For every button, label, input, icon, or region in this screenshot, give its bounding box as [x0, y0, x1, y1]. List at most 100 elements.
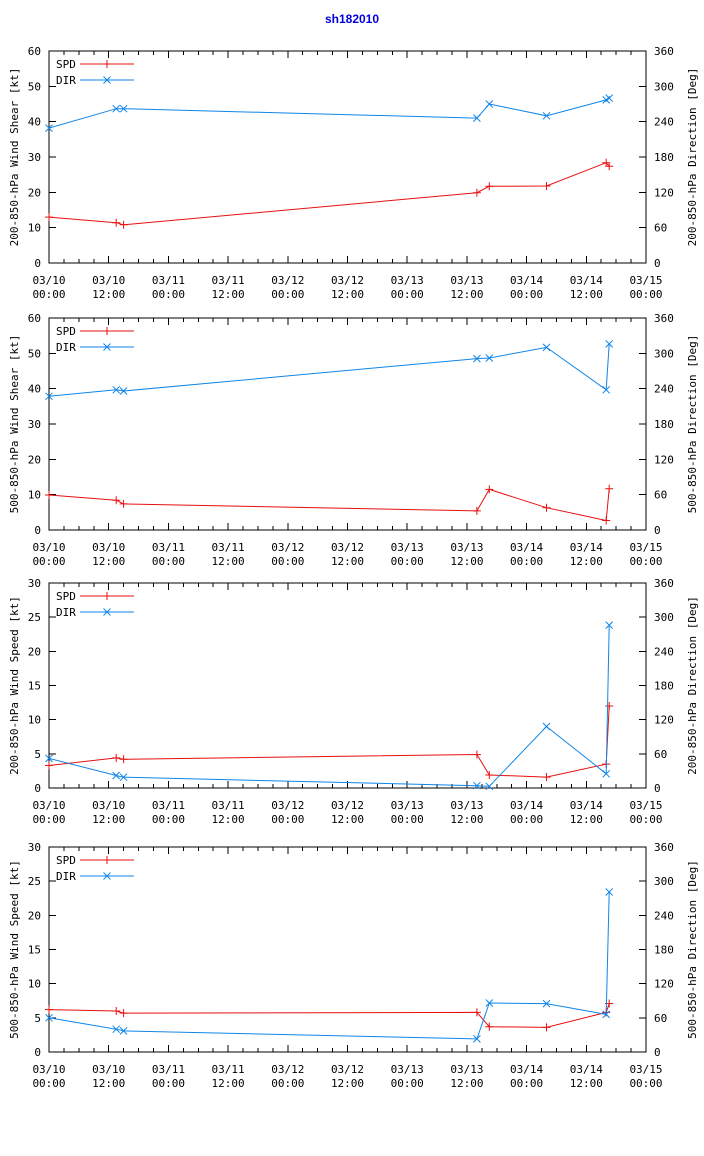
y-axis-label-right: 500-850-hPa Direction [Deg] [686, 335, 699, 514]
series-line-spd [48, 1003, 610, 1028]
series-line-dir [48, 343, 610, 397]
legend-sample-dir [80, 343, 134, 351]
legend-label-dir: DIR [56, 870, 76, 883]
y-left-tick-label: 30 [28, 151, 41, 164]
chart-200-850-hPa-wind-speed: 03/1000:0003/1012:0003/1100:0003/1112:00… [8, 577, 699, 826]
x-tick-label-date: 03/14 [570, 541, 603, 554]
x-tick-label-date: 03/14 [510, 274, 543, 287]
y-left-tick-label: 10 [28, 714, 41, 727]
legend-marker [103, 76, 111, 84]
y-left-tick-label: 40 [28, 116, 41, 129]
x-tick-label-date: 03/13 [450, 274, 483, 287]
x-tick-label-date: 03/15 [629, 1063, 662, 1076]
y-axis-ticks [49, 846, 646, 1053]
legend-label-spd: SPD [56, 325, 76, 338]
legend-label-dir: DIR [56, 74, 76, 87]
x-tick-label-date: 03/10 [32, 541, 65, 554]
y-left-tick-label: 10 [28, 978, 41, 991]
x-tick-label-date: 03/15 [629, 799, 662, 812]
y-right-tick-label: 0 [654, 782, 661, 795]
plot-border [48, 50, 647, 264]
x-tick-label-date: 03/11 [212, 1063, 245, 1076]
x-tick-label-time: 00:00 [271, 555, 304, 568]
chart-500-850-hPa-wind-shear: 03/1000:0003/1012:0003/1100:0003/1112:00… [8, 312, 699, 568]
x-tick-label-time: 00:00 [391, 555, 424, 568]
series-line-spd [48, 488, 610, 522]
x-axis-ticks [48, 583, 647, 788]
y-left-tick-label: 0 [34, 782, 41, 795]
y-right-tick-label: 360 [654, 45, 674, 58]
y-axis-ticks [49, 582, 646, 789]
x-tick-label-time: 12:00 [570, 813, 603, 826]
x-tick-label-date: 03/13 [450, 799, 483, 812]
y-tick-labels: 0 10 20 30 40 50 60 0 60 120 180 240 300 360 [28, 312, 674, 537]
x-tick-label-time: 12:00 [450, 288, 483, 301]
x-tick-label-time: 12:00 [331, 555, 364, 568]
x-tick-label-date: 03/13 [391, 274, 424, 287]
x-tick-label-time: 12:00 [92, 1077, 125, 1090]
x-tick-label-time: 00:00 [629, 288, 662, 301]
plot-title: sh182010 [324, 12, 380, 26]
y-right-tick-label: 240 [654, 909, 674, 922]
plot-border [48, 582, 647, 789]
legend-label-dir: DIR [56, 341, 76, 354]
legend: SPD DIR [56, 325, 134, 354]
data-point-markers-dir [45, 340, 614, 401]
x-tick-label-date: 03/12 [331, 799, 364, 812]
x-tick-label-time: 00:00 [271, 1077, 304, 1090]
y-right-tick-label: 300 [654, 875, 674, 888]
x-tick-label-time: 12:00 [331, 1077, 364, 1090]
x-tick-label-date: 03/12 [331, 541, 364, 554]
series-dir [45, 888, 614, 1043]
y-left-tick-label: 15 [28, 944, 41, 957]
x-tick-label-date: 03/10 [32, 274, 65, 287]
legend-marker [103, 60, 111, 68]
y-left-tick-label: 5 [34, 1012, 41, 1025]
x-tick-label-time: 12:00 [212, 288, 245, 301]
y-left-tick-label: 50 [28, 80, 41, 93]
y-right-tick-label: 240 [654, 645, 674, 658]
series-dir [45, 340, 614, 401]
x-tick-label-date: 03/10 [32, 1063, 65, 1076]
x-tick-label-time: 00:00 [152, 813, 185, 826]
y-right-tick-label: 120 [654, 714, 674, 727]
x-tick-label-date: 03/11 [152, 541, 185, 554]
series-line-dir [48, 625, 610, 787]
x-tick-label-time: 12:00 [331, 813, 364, 826]
y-left-tick-label: 25 [28, 611, 41, 624]
legend-sample-spd [80, 60, 134, 68]
y-left-tick-label: 0 [34, 257, 41, 270]
legend-sample-dir [80, 76, 134, 84]
legend-label-dir: DIR [56, 606, 76, 619]
x-tick-label-time: 00:00 [152, 288, 185, 301]
x-tick-label-date: 03/14 [510, 1063, 543, 1076]
x-tick-label-date: 03/13 [391, 799, 424, 812]
x-tick-label-date: 03/10 [92, 274, 125, 287]
x-tick-label-time: 00:00 [32, 813, 65, 826]
x-tick-label-time: 00:00 [629, 555, 662, 568]
data-point-markers-spd [45, 702, 614, 782]
legend-marker [103, 343, 111, 351]
y-axis-label-right: 200-850-hPa Direction [Deg] [686, 596, 699, 775]
x-tick-label-date: 03/14 [570, 1063, 603, 1076]
data-point-markers-spd [45, 999, 614, 1032]
y-left-tick-label: 30 [28, 841, 41, 854]
y-axis-label-left: 500-850-hPa Wind Shear [kt] [8, 335, 21, 514]
series-line-dir [48, 891, 610, 1040]
x-tick-label-time: 00:00 [271, 813, 304, 826]
y-left-tick-label: 0 [34, 1046, 41, 1059]
y-axis-ticks [49, 317, 646, 531]
x-tick-label-time: 00:00 [32, 288, 65, 301]
legend-sample-dir [80, 608, 134, 616]
y-axis-label-left: 200-850-hPa Wind Speed [kt] [8, 596, 21, 775]
x-tick-label-date: 03/10 [32, 799, 65, 812]
y-left-tick-label: 20 [28, 186, 41, 199]
y-right-tick-label: 0 [654, 257, 661, 270]
y-right-tick-label: 180 [654, 418, 674, 431]
legend-marker [103, 327, 111, 335]
x-tick-label-time: 00:00 [32, 555, 65, 568]
y-right-tick-label: 60 [654, 748, 667, 761]
